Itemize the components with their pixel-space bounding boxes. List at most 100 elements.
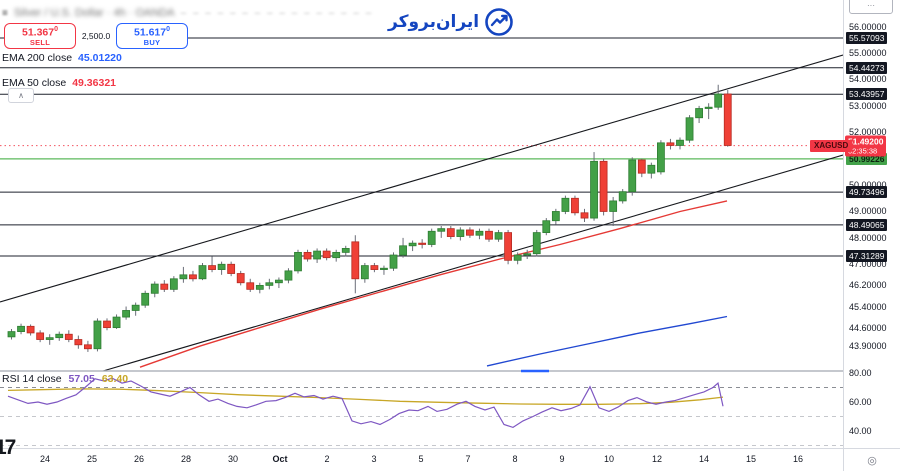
candle-body (618, 191, 627, 202)
price-tick: 53.00000 (849, 100, 887, 111)
candle-body (551, 211, 560, 222)
candle-body (227, 263, 236, 274)
chevron-up-icon: ∧ (18, 91, 24, 100)
level-price-badge: 47.31289 (846, 250, 888, 262)
candle-body (714, 93, 723, 108)
time-axis[interactable]: 24 25 26 28 30 Oct 2 3 5 7 8 9 10 12 14 15 16 (0, 448, 843, 471)
price-tick: 49.00000 (849, 206, 887, 217)
sell-price: 51.3670 (21, 25, 59, 39)
spread-value: 2,500.0 (76, 31, 116, 41)
candle-body (45, 337, 54, 340)
time-tick: 2 (324, 454, 330, 464)
candle-body (542, 220, 551, 233)
candle-body (485, 230, 493, 240)
ema200-line (486, 315, 728, 367)
candle-body (284, 270, 293, 281)
candle-body (590, 160, 598, 219)
price-tick: 54.00000 (849, 74, 887, 85)
price-tick: 55.00000 (849, 48, 887, 59)
candle-body (494, 232, 503, 240)
menu-icon[interactable]: ≡ (2, 7, 8, 19)
candle-body (427, 230, 436, 245)
candle-body (64, 333, 73, 340)
candle-body (36, 332, 45, 340)
candle-body (408, 242, 417, 247)
ema50-value: 49.36321 (72, 77, 116, 89)
candle-body (294, 251, 302, 272)
watermark-text: ایران‌بروکر (388, 12, 480, 32)
candle-body (360, 265, 369, 280)
level-price-badge: 54.44273 (846, 61, 888, 74)
price-tick: 44.60000 (849, 322, 887, 333)
level-price-badge: 55.57093 (846, 32, 888, 44)
candle-body (341, 248, 350, 253)
sell-button[interactable]: 51.3670 SELL (4, 23, 76, 49)
current-price-badge: 51.49200 02:35:38 (845, 135, 887, 157)
rsi-line (7, 377, 724, 429)
candle-body (55, 333, 64, 339)
price-axis[interactable]: ··· 56.00000 55.00000 54.00000 53.00000 52.0… (843, 0, 900, 448)
time-tick: 8 (512, 454, 518, 464)
chart-canvas[interactable] (0, 0, 843, 448)
candle-body (637, 159, 646, 174)
candle-body (255, 284, 264, 290)
candle-body (17, 325, 25, 332)
time-tick: 9 (559, 454, 565, 464)
symbol-title-row[interactable]: ≡ Silver / U.S. Dollar · 4h · OANDA – – … (2, 6, 373, 20)
time-tick: 12 (651, 454, 663, 464)
time-tick: 14 (698, 454, 710, 464)
candle-body (456, 229, 465, 237)
candle-body (122, 310, 130, 318)
candle-body (274, 279, 283, 284)
axis-corner[interactable]: ◎ (843, 448, 900, 471)
time-tick: 30 (227, 454, 239, 464)
rsi-tick: 40.00 (849, 426, 872, 436)
candle-body (217, 263, 226, 270)
candle-body (465, 229, 474, 236)
price-tick: 45.40000 (849, 301, 887, 312)
time-tick: 24 (39, 454, 51, 464)
candle-body (504, 232, 513, 261)
time-tick: Oct (272, 454, 288, 464)
candle-body (513, 254, 522, 261)
symbol-title-blurred: Silver / U.S. Dollar · 4h · OANDA (13, 7, 175, 19)
candle-body (380, 267, 388, 270)
ema200-value: 45.01220 (78, 52, 122, 64)
ema50-legend[interactable]: EMA 50 close 49.36321 (2, 77, 116, 89)
candle-body (695, 108, 703, 119)
ema200-legend[interactable]: EMA 200 close 45.01220 (2, 52, 122, 64)
rsi-ma-value: 63.40 (101, 373, 129, 385)
bottomleft-glyph: 17 (0, 436, 16, 459)
candle-body (303, 251, 312, 260)
trade-panel: 51.3670 SELL 2,500.0 51.6170 BUY (4, 23, 188, 49)
target-icon: ◎ (867, 454, 877, 467)
collapse-legend-button[interactable]: ∧ (8, 88, 34, 103)
candle-body (322, 250, 331, 259)
candle-body (723, 93, 732, 146)
candle-body (370, 265, 379, 270)
trend-line (102, 154, 843, 372)
indicator-title-blurred: – – – – – – – – – – – – – – – – (180, 7, 374, 19)
buy-button[interactable]: 51.6170 BUY (116, 23, 188, 49)
candle-body (599, 160, 608, 212)
candle-body (657, 142, 665, 173)
candle-body (609, 200, 618, 212)
time-tick: 25 (86, 454, 98, 464)
time-tick: 16 (792, 454, 804, 464)
candle-body (246, 282, 255, 290)
candle-body (666, 142, 675, 146)
candle-body (208, 265, 216, 270)
candle-body (580, 212, 589, 219)
candle-body (103, 320, 111, 329)
candle-body (704, 106, 713, 109)
time-tick: 28 (180, 454, 192, 464)
candle-body (131, 304, 140, 311)
candle-body (198, 265, 207, 280)
candle-body (389, 254, 398, 269)
candle-body (169, 278, 178, 290)
rsi-label: RSI 14 close (2, 373, 62, 385)
rsi-legend[interactable]: RSI 14 close 57.05 63.40 (2, 373, 128, 385)
axis-top-box: ··· (849, 0, 893, 14)
buy-label: BUY (143, 37, 161, 47)
candle-body (112, 316, 121, 329)
